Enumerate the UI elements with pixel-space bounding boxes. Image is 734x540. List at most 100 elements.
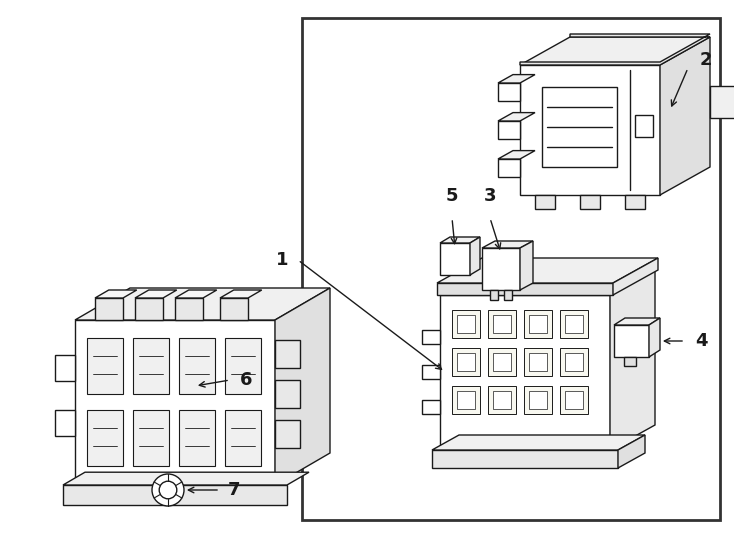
Polygon shape: [432, 435, 645, 450]
Polygon shape: [135, 290, 177, 298]
Polygon shape: [529, 353, 547, 371]
Polygon shape: [520, 65, 660, 195]
Polygon shape: [520, 241, 533, 290]
Polygon shape: [660, 37, 710, 195]
Polygon shape: [87, 410, 123, 466]
Polygon shape: [482, 248, 520, 290]
Polygon shape: [432, 450, 618, 468]
Polygon shape: [95, 298, 123, 320]
Polygon shape: [225, 410, 261, 466]
Polygon shape: [710, 86, 734, 118]
Polygon shape: [498, 113, 535, 121]
Polygon shape: [493, 353, 511, 371]
Polygon shape: [302, 18, 720, 520]
Polygon shape: [524, 348, 552, 376]
Text: 5: 5: [446, 187, 458, 205]
Polygon shape: [75, 288, 330, 320]
Polygon shape: [63, 485, 287, 505]
Polygon shape: [520, 34, 710, 65]
Polygon shape: [524, 386, 552, 414]
Polygon shape: [440, 243, 470, 275]
Polygon shape: [560, 348, 588, 376]
Polygon shape: [175, 290, 217, 298]
Polygon shape: [498, 121, 520, 139]
Polygon shape: [133, 338, 169, 394]
Polygon shape: [498, 83, 520, 101]
Polygon shape: [452, 386, 480, 414]
Polygon shape: [133, 410, 169, 466]
Polygon shape: [488, 386, 516, 414]
Polygon shape: [220, 298, 248, 320]
Polygon shape: [87, 338, 123, 394]
Polygon shape: [440, 295, 610, 450]
Polygon shape: [498, 159, 520, 177]
Polygon shape: [649, 318, 660, 357]
Polygon shape: [560, 386, 588, 414]
Text: 7: 7: [228, 481, 241, 499]
Text: 1: 1: [275, 251, 288, 269]
Polygon shape: [63, 472, 309, 485]
Polygon shape: [529, 391, 547, 409]
Circle shape: [152, 474, 184, 506]
Polygon shape: [175, 298, 203, 320]
Polygon shape: [565, 353, 583, 371]
Polygon shape: [95, 290, 137, 298]
Polygon shape: [457, 391, 475, 409]
Polygon shape: [437, 258, 658, 283]
Polygon shape: [225, 338, 261, 394]
Polygon shape: [624, 357, 636, 366]
Polygon shape: [560, 310, 588, 338]
Polygon shape: [440, 237, 480, 243]
Polygon shape: [220, 290, 262, 298]
Polygon shape: [275, 288, 330, 485]
Circle shape: [159, 481, 177, 499]
Polygon shape: [635, 115, 653, 137]
Polygon shape: [452, 348, 480, 376]
Polygon shape: [610, 270, 655, 450]
Polygon shape: [488, 310, 516, 338]
Polygon shape: [55, 355, 75, 381]
Polygon shape: [457, 353, 475, 371]
Polygon shape: [614, 318, 660, 325]
Polygon shape: [565, 315, 583, 333]
Polygon shape: [55, 410, 75, 436]
Polygon shape: [535, 195, 555, 209]
Polygon shape: [618, 435, 645, 468]
Polygon shape: [580, 195, 600, 209]
Polygon shape: [504, 290, 512, 300]
Text: 6: 6: [240, 371, 252, 389]
Polygon shape: [490, 290, 498, 300]
Polygon shape: [488, 348, 516, 376]
Text: 4: 4: [695, 332, 708, 350]
Polygon shape: [440, 270, 655, 295]
Polygon shape: [275, 340, 300, 368]
Polygon shape: [275, 380, 300, 408]
Polygon shape: [498, 151, 535, 159]
Polygon shape: [565, 391, 583, 409]
Polygon shape: [422, 365, 440, 379]
Polygon shape: [613, 258, 658, 295]
Polygon shape: [437, 283, 613, 295]
Polygon shape: [520, 37, 710, 65]
Text: 2: 2: [700, 51, 713, 69]
Polygon shape: [482, 241, 533, 248]
Polygon shape: [498, 75, 535, 83]
Polygon shape: [542, 87, 617, 167]
Polygon shape: [422, 330, 440, 344]
Polygon shape: [493, 315, 511, 333]
Polygon shape: [470, 237, 480, 275]
Polygon shape: [135, 298, 163, 320]
Polygon shape: [179, 410, 215, 466]
Polygon shape: [275, 420, 300, 448]
Polygon shape: [457, 315, 475, 333]
Polygon shape: [524, 310, 552, 338]
Polygon shape: [75, 320, 275, 485]
Polygon shape: [452, 310, 480, 338]
Polygon shape: [529, 315, 547, 333]
Polygon shape: [179, 338, 215, 394]
Polygon shape: [614, 325, 649, 357]
Text: 3: 3: [484, 187, 496, 205]
Polygon shape: [422, 400, 440, 414]
Polygon shape: [493, 391, 511, 409]
Polygon shape: [625, 195, 645, 209]
